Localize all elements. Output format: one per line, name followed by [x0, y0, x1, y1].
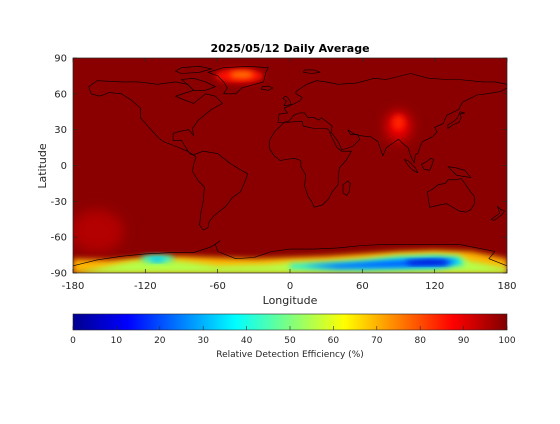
- y-tick-label: -90: [51, 269, 67, 280]
- y-tick-label: -30: [51, 197, 67, 208]
- chart-title: 2025/05/12 Daily Average: [210, 42, 369, 55]
- colorbar-tick-label: 50: [284, 336, 296, 346]
- colorbar-tick-label: 60: [328, 336, 340, 346]
- colorbar-tick-label: 100: [498, 336, 515, 346]
- y-axis-label: Latitude: [36, 143, 49, 189]
- colorbar-tick-label: 80: [414, 336, 426, 346]
- coastline-ellesmere-island: [175, 66, 212, 74]
- x-tick-label: -120: [134, 281, 157, 292]
- x-axis-label: Longitude: [263, 294, 318, 307]
- x-axis: -180 -120 -60 0 60 120 180: [62, 58, 517, 292]
- coastline-new-guinea: [447, 166, 472, 178]
- colorbar-tick-label: 20: [154, 336, 166, 346]
- feature-west-antarctica-core: [150, 257, 165, 262]
- x-tick-label: 120: [425, 281, 444, 292]
- y-tick-label: 0: [61, 161, 67, 172]
- coastline-greenland: [207, 66, 269, 95]
- feature-south-pacific: [73, 209, 124, 253]
- y-axis: 90 60 30 0 -30 -60 -90: [51, 54, 507, 280]
- colorbar-tick-label: 30: [197, 336, 209, 346]
- colorbar-label: Relative Detection Efficiency (%): [216, 350, 364, 360]
- colorbar-tick-label: 70: [371, 336, 383, 346]
- coastline-baffin-island: [181, 78, 216, 91]
- y-tick-label: 90: [54, 54, 67, 65]
- colorbar-tick-label: 90: [458, 336, 470, 346]
- y-tick-label: 60: [54, 89, 67, 100]
- coastline-madagascar: [342, 180, 351, 196]
- coastline-iceland: [260, 85, 274, 91]
- y-tick-label: 30: [54, 125, 67, 136]
- coastline-borneo: [421, 158, 434, 171]
- x-tick-label: 180: [497, 281, 516, 292]
- coastline-africa: [269, 121, 352, 208]
- colorbar-tick-label: 10: [111, 336, 123, 346]
- x-tick-label: 0: [287, 281, 293, 292]
- colorbar-tick-label: 0: [70, 336, 76, 346]
- coastline-eurasia: [277, 73, 507, 164]
- coastlines: [73, 66, 507, 267]
- coastline-australia: [427, 178, 475, 213]
- x-tick-label: -180: [62, 281, 85, 292]
- coastline-south-america: [192, 150, 249, 231]
- colorbar-tick-label: 40: [241, 336, 253, 346]
- heatmap-field: [73, 58, 507, 273]
- coastline-new-zealand: [491, 205, 505, 221]
- y-tick-label: -60: [51, 233, 67, 244]
- colorbar-axis: 0 10 20 30 40 50 60 70 80 90 100: [70, 326, 516, 346]
- feature-greenland-core: [229, 71, 254, 79]
- map-background: [73, 58, 507, 273]
- x-tick-label: -60: [209, 281, 225, 292]
- coastline-svalbard: [303, 69, 321, 74]
- coastline-japan: [447, 111, 466, 129]
- feature-tibet-core: [392, 115, 405, 130]
- coastline-great-britain: [282, 95, 292, 107]
- antarctica-min: [404, 259, 450, 265]
- coastline-sumatra: [404, 159, 419, 173]
- coastline-antarctica: [73, 240, 507, 267]
- x-tick-label: 60: [356, 281, 369, 292]
